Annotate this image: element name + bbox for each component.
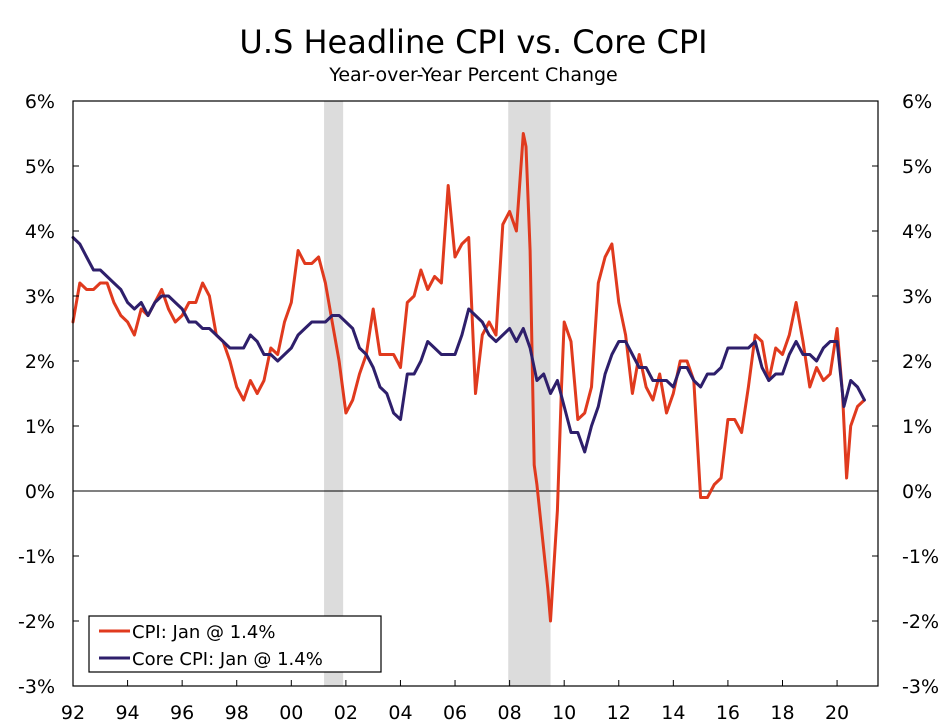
- y-tick-label-right: -1%: [902, 546, 939, 568]
- x-tick-label: 10: [552, 702, 576, 724]
- x-tick-label: 00: [279, 702, 303, 724]
- y-tick-label-left: -3%: [18, 676, 55, 698]
- legend-box: [88, 615, 382, 673]
- recession-band-1: [508, 101, 551, 686]
- x-tick-label: 18: [770, 702, 794, 724]
- axes-group: [72, 100, 879, 687]
- y-tick-label-right: 3%: [902, 286, 932, 308]
- y-tick-label-right: 2%: [902, 351, 932, 373]
- x-tick-label: 08: [498, 702, 522, 724]
- y-tick-label-left: -2%: [18, 611, 55, 633]
- y-tick-label-left: 5%: [25, 156, 55, 178]
- legend-label-cpi: CPI: Jan @ 1.4%: [132, 622, 275, 643]
- series-line-cpi: [71, 132, 866, 623]
- y-tick-label-left: 1%: [25, 416, 55, 438]
- y-tick-label-left: 3%: [25, 286, 55, 308]
- y-tick-label-left: 0%: [25, 481, 55, 503]
- plot-frame: [72, 100, 879, 687]
- y-tick-label-left: -1%: [18, 546, 55, 568]
- y-tick-label-right: 4%: [902, 221, 932, 243]
- x-tick-label: 92: [61, 702, 85, 724]
- recession-band-0: [324, 101, 344, 686]
- x-tick-label: 96: [170, 702, 194, 724]
- legend: CPI: Jan @ 1.4% Core CPI: Jan @ 1.4%: [88, 615, 382, 673]
- legend-label-core-cpi: Core CPI: Jan @ 1.4%: [132, 649, 323, 670]
- y-tick-label-left: 6%: [25, 91, 55, 113]
- series-group: [71, 132, 866, 623]
- ticks-group: -3% -3% -2% -2% -1% -1% 0% 0% 1% 1% 2% 2% 3% 3% 4% 4% 5%…: [18, 91, 939, 724]
- recession-shading-group: [324, 101, 551, 686]
- series-line-core-cpi: [71, 236, 866, 454]
- chart-title: U.S Headline CPI vs. Core CPI: [239, 23, 708, 61]
- x-tick-label: 02: [334, 702, 358, 724]
- y-tick-label-left: 4%: [25, 221, 55, 243]
- y-tick-label-right: 6%: [902, 91, 932, 113]
- y-tick-label-right: 0%: [902, 481, 932, 503]
- x-tick-label: 04: [388, 702, 412, 724]
- chart-subtitle: Year-over-Year Percent Change: [329, 64, 618, 86]
- x-tick-label: 16: [716, 702, 740, 724]
- x-tick-label: 94: [115, 702, 139, 724]
- x-tick-label: 98: [225, 702, 249, 724]
- x-tick-label: 14: [661, 702, 685, 724]
- y-tick-label-left: 2%: [25, 351, 55, 373]
- x-tick-label: 12: [607, 702, 631, 724]
- y-tick-label-right: -3%: [902, 676, 939, 698]
- y-tick-label-right: -2%: [902, 611, 939, 633]
- x-tick-label: 20: [825, 702, 849, 724]
- x-tick-label: 06: [443, 702, 467, 724]
- y-tick-label-right: 1%: [902, 416, 932, 438]
- y-tick-label-right: 5%: [902, 156, 932, 178]
